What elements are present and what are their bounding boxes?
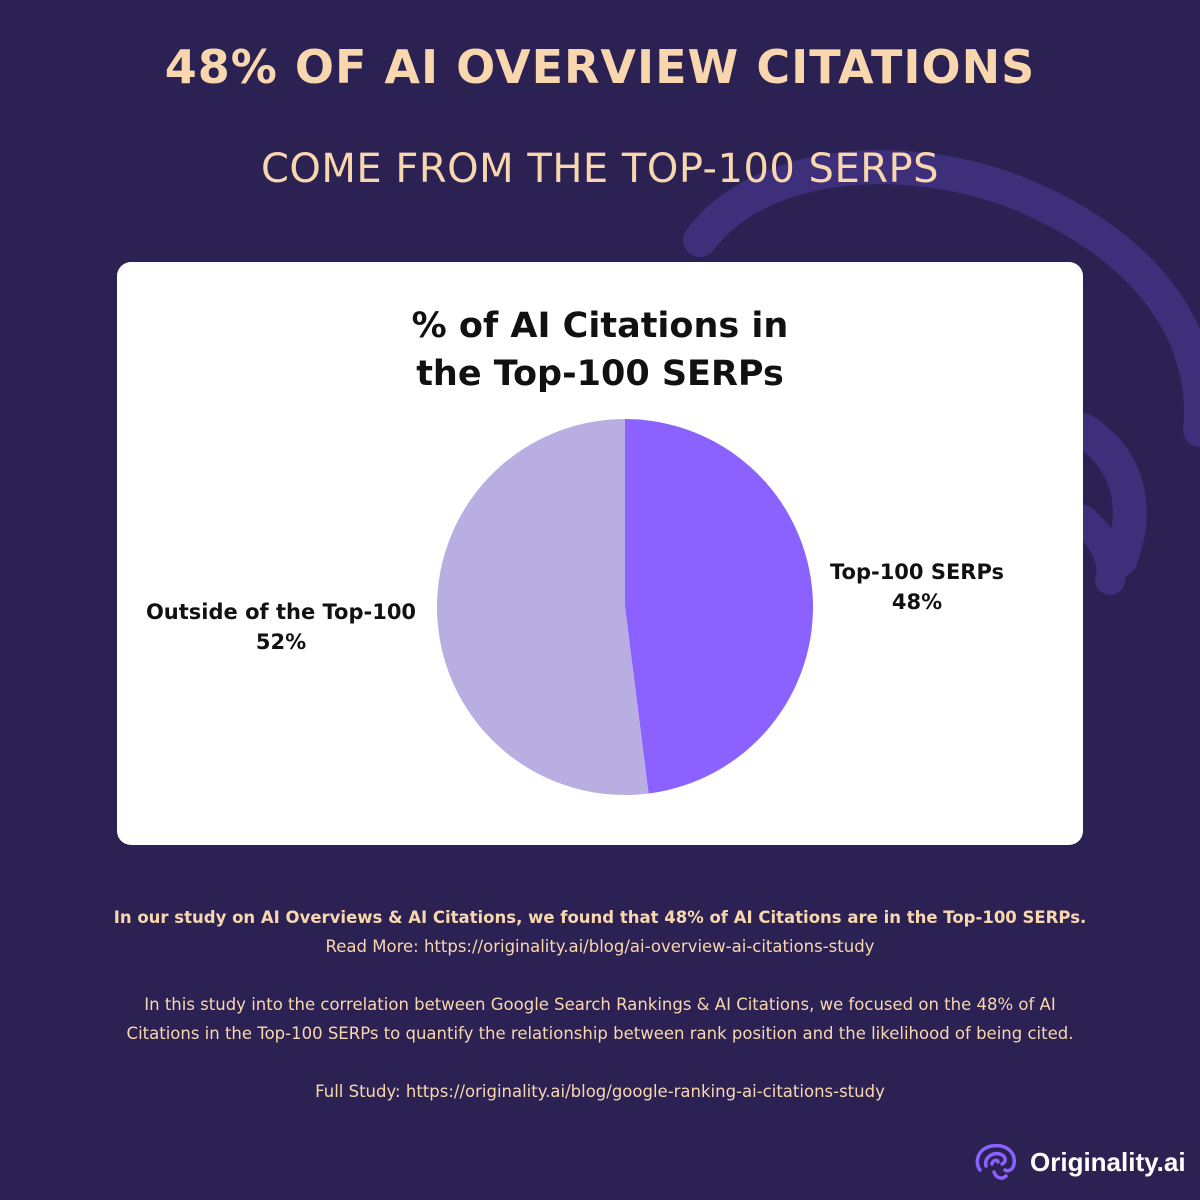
footer-summary: In our study on AI Overviews & AI Citati… [113,908,1087,927]
footer-read-more-link[interactable]: Read More: https://originality.ai/blog/a… [325,937,875,956]
chart-title-line-2: the Top-100 SERPs [416,354,784,394]
slice-label-outside: Outside of the Top-100 52% [131,597,431,657]
footer-study-description-1: In this study into the correlation betwe… [144,995,1056,1014]
footer-full-study-link[interactable]: Full Study: https://originality.ai/blog/… [315,1082,885,1101]
slice-label-top-100-name: Top-100 SERPs [829,560,1005,584]
footer-text: In our study on AI Overviews & AI Citati… [60,903,1140,1106]
slice-label-outside-name: Outside of the Top-100 [145,600,417,624]
pie-slice-outside [437,419,649,795]
subheadline: COME FROM THE TOP-100 SERPS [260,146,940,192]
headline: 48% OF AI OVERVIEW CITATIONS [164,40,1036,94]
chart-title: % of AI Citations in the Top-100 SERPs [117,302,1083,398]
footer-study-description-2: Citations in the Top-100 SERPs to quanti… [126,1024,1074,1043]
pie-chart [437,419,814,795]
brand-logo-text: Originality.ai [1030,1146,1186,1177]
brand-logo[interactable]: Originality.ai [972,1138,1186,1186]
slice-label-top-100-value: 48% [891,590,943,614]
chart-title-line-1: % of AI Citations in [411,306,789,346]
chart-card: % of AI Citations in the Top-100 SERPs T… [117,262,1083,845]
pie-slice-top-100 [625,419,814,794]
slice-label-top-100: Top-100 SERPs 48% [807,557,1027,617]
slice-label-outside-value: 52% [255,630,307,654]
brain-icon [975,1143,1016,1180]
